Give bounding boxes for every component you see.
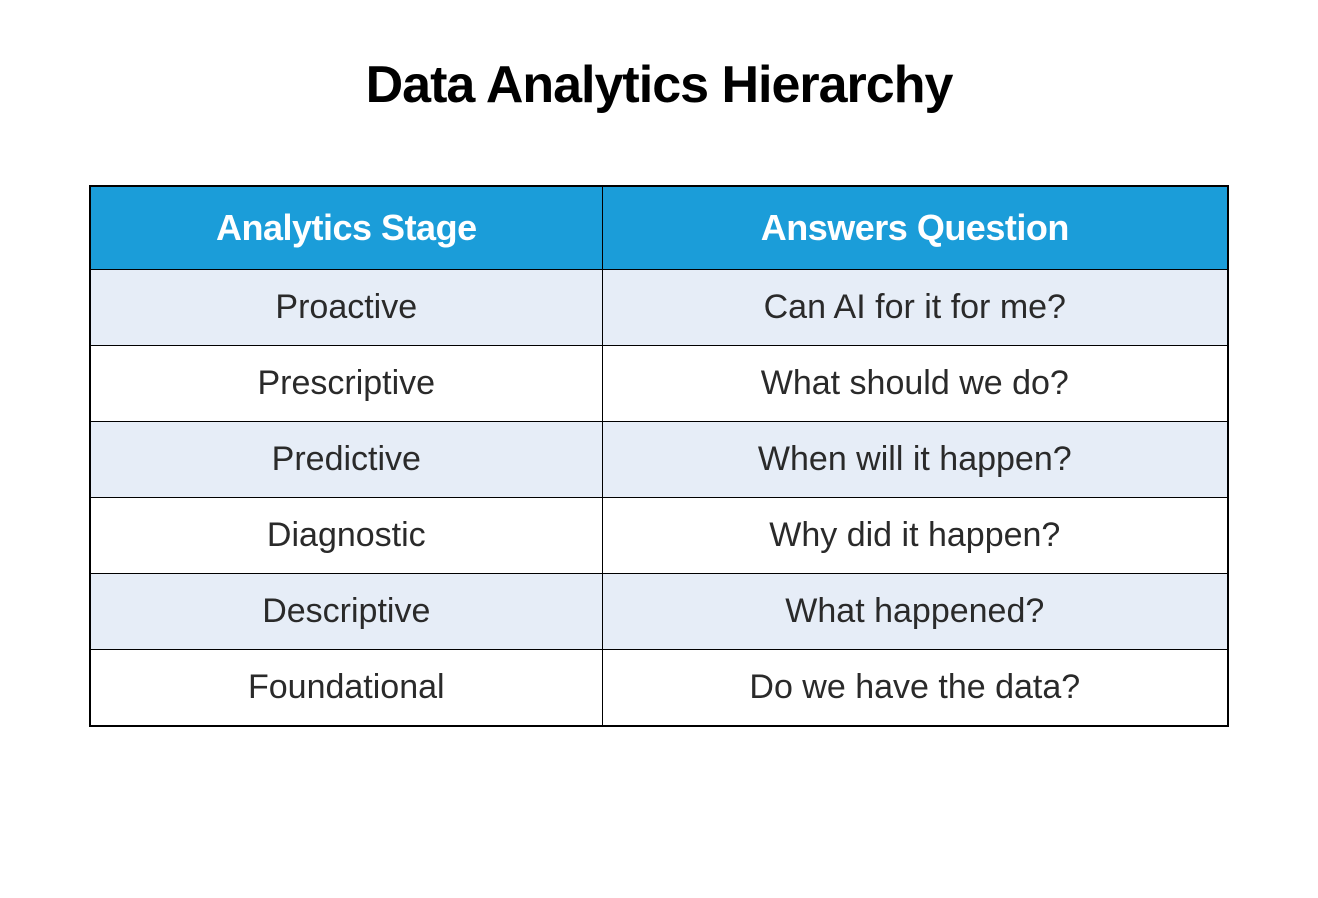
cell-question: What should we do? [602,346,1228,422]
cell-stage: Proactive [90,270,602,346]
table-row: Descriptive What happened? [90,574,1228,650]
page-title: Data Analytics Hierarchy [366,55,953,115]
analytics-table: Analytics Stage Answers Question Proacti… [89,185,1229,727]
cell-question: Can AI for it for me? [602,270,1228,346]
analytics-table-container: Analytics Stage Answers Question Proacti… [89,185,1229,727]
cell-stage: Diagnostic [90,498,602,574]
cell-stage: Descriptive [90,574,602,650]
cell-stage: Foundational [90,650,602,727]
cell-stage: Predictive [90,422,602,498]
cell-stage: Prescriptive [90,346,602,422]
cell-question: What happened? [602,574,1228,650]
table-row: Diagnostic Why did it happen? [90,498,1228,574]
table-header-row: Analytics Stage Answers Question [90,186,1228,270]
header-analytics-stage: Analytics Stage [90,186,602,270]
table-row: Prescriptive What should we do? [90,346,1228,422]
table-row: Foundational Do we have the data? [90,650,1228,727]
header-answers-question: Answers Question [602,186,1228,270]
cell-question: Why did it happen? [602,498,1228,574]
table-row: Predictive When will it happen? [90,422,1228,498]
cell-question: Do we have the data? [602,650,1228,727]
table-row: Proactive Can AI for it for me? [90,270,1228,346]
cell-question: When will it happen? [602,422,1228,498]
